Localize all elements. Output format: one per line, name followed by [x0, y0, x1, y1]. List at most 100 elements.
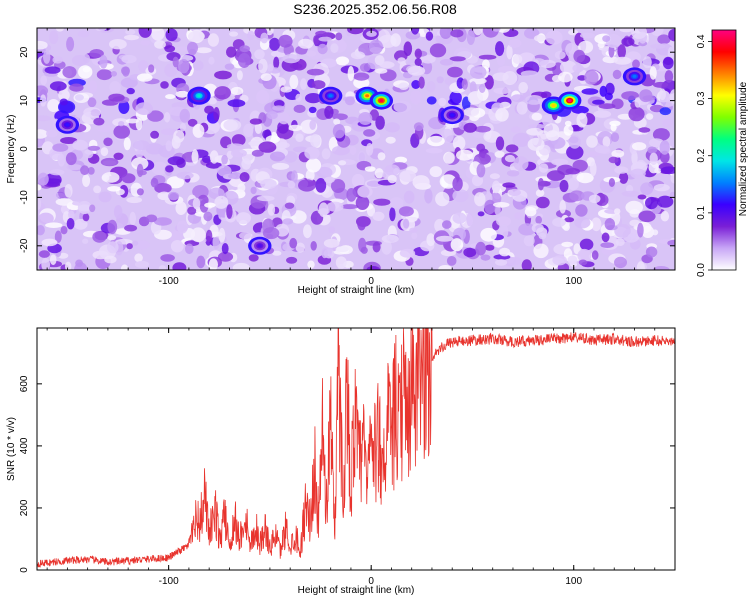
heatmap-cell	[534, 34, 546, 42]
heatmap-cell	[134, 253, 143, 263]
heatmap-cell	[418, 76, 425, 89]
heatmap-cell	[160, 128, 178, 136]
heatmap-cell	[360, 246, 368, 254]
heatmap-cell	[176, 220, 188, 234]
heatmap-cell	[478, 54, 497, 60]
colorbar-tick-label: 0.4	[696, 34, 707, 48]
heatmap-cell	[474, 192, 486, 207]
heatmap-cell	[621, 37, 635, 47]
heatmap-cell	[502, 182, 516, 188]
heatmap-cell	[241, 158, 252, 170]
heatmap-cell	[586, 135, 598, 148]
heatmap-cell	[297, 258, 305, 266]
heatmap-cell	[621, 190, 640, 197]
heatmap-cell	[227, 99, 246, 108]
heatmap-cell	[484, 199, 496, 215]
heatmap-cell	[414, 58, 422, 67]
heatmap-cell	[545, 30, 563, 45]
heatmap-cell	[292, 146, 308, 153]
heatmap-cell	[413, 122, 424, 131]
colorbar-label: Normalized spectral amplitude	[738, 81, 749, 216]
heatmap-cell	[640, 182, 654, 195]
heatmap-cell	[617, 44, 626, 59]
heatmap-cell	[46, 129, 58, 138]
heatmap-cell	[450, 29, 464, 38]
heatmap-cell	[398, 82, 409, 90]
heatmap-cell	[452, 212, 467, 224]
heatmap-hotspot	[622, 67, 647, 86]
heatmap-cell	[169, 229, 184, 244]
heatmap-cell	[221, 154, 228, 165]
heatmap-cell	[638, 127, 651, 133]
heatmap-cell	[375, 115, 385, 130]
heatmap-cell	[350, 51, 365, 60]
heatmap-cell	[44, 66, 61, 74]
heatmap-cell	[357, 216, 367, 231]
heatmap-cell	[271, 162, 290, 170]
heatmap-cell	[669, 191, 675, 199]
heatmap-cell	[277, 112, 291, 125]
heatmap-cell	[288, 124, 303, 132]
heatmap-cell	[218, 227, 226, 243]
heatmap-cell	[140, 40, 151, 46]
heatmap-cell	[474, 125, 491, 133]
heatmap-cell	[47, 99, 60, 112]
heatmap-cell	[582, 151, 601, 158]
heatmap-cell	[43, 50, 51, 64]
colorbar-scale	[711, 29, 737, 271]
heatmap-cell	[295, 242, 305, 253]
heatmap-cell	[397, 57, 406, 65]
heatmap-cell	[171, 135, 181, 149]
heatmap-cell	[41, 238, 58, 247]
heatmap-cell	[390, 33, 402, 47]
heatmap-cell	[653, 81, 669, 88]
heatmap-cell	[608, 156, 619, 164]
heatmap-cells	[37, 28, 675, 270]
heatmap-cell	[187, 31, 205, 42]
heatmap-cell	[82, 238, 89, 244]
heatmap-cell	[632, 59, 640, 69]
heatmap-cell	[634, 97, 641, 108]
heatmap-cell	[207, 33, 219, 47]
heatmap-cell	[554, 50, 566, 60]
heatmap-cell	[260, 73, 272, 81]
heatmap-cell	[126, 87, 135, 95]
heatmap-cell	[335, 56, 350, 66]
heatmap-cell	[456, 149, 474, 161]
heatmap-cell	[591, 250, 599, 260]
heatmap-cell	[208, 56, 215, 65]
heatmap-y-label: Frequency (Hz)	[6, 115, 17, 184]
x-tick-label: 100	[565, 576, 582, 587]
heatmap-cell	[60, 137, 78, 144]
heatmap-cell	[59, 98, 68, 106]
heatmap-cell	[113, 124, 130, 139]
heatmap-cell	[332, 113, 348, 121]
heatmap-cell	[410, 28, 420, 35]
heatmap-cell	[654, 167, 662, 174]
heatmap-cell	[212, 235, 220, 250]
heatmap-cell	[662, 118, 674, 128]
heatmap-cell	[313, 35, 320, 45]
heatmap-cell	[601, 232, 610, 243]
heatmap-cell	[484, 244, 495, 251]
heatmap-cell	[330, 43, 339, 54]
snr-frame	[36, 327, 676, 571]
heatmap-cell	[527, 137, 545, 151]
heatmap-cell	[602, 136, 611, 148]
heatmap-cell	[494, 150, 505, 158]
y-tick-label: 600	[19, 375, 30, 392]
heatmap-cell	[303, 224, 312, 239]
heatmap-cell	[295, 133, 304, 142]
heatmap-cell	[72, 139, 88, 151]
heatmap-cell	[564, 120, 572, 127]
heatmap-cell	[317, 43, 328, 55]
heatmap-cell	[87, 167, 95, 175]
heatmap-cell	[316, 166, 333, 179]
heatmap-cell	[495, 259, 508, 266]
heatmap-cell	[563, 124, 574, 136]
heatmap-cell	[277, 121, 289, 134]
heatmap-cell	[476, 163, 486, 178]
heatmap-cell	[578, 40, 594, 54]
heatmap-cell	[185, 243, 194, 255]
heatmap-cell	[649, 152, 658, 165]
